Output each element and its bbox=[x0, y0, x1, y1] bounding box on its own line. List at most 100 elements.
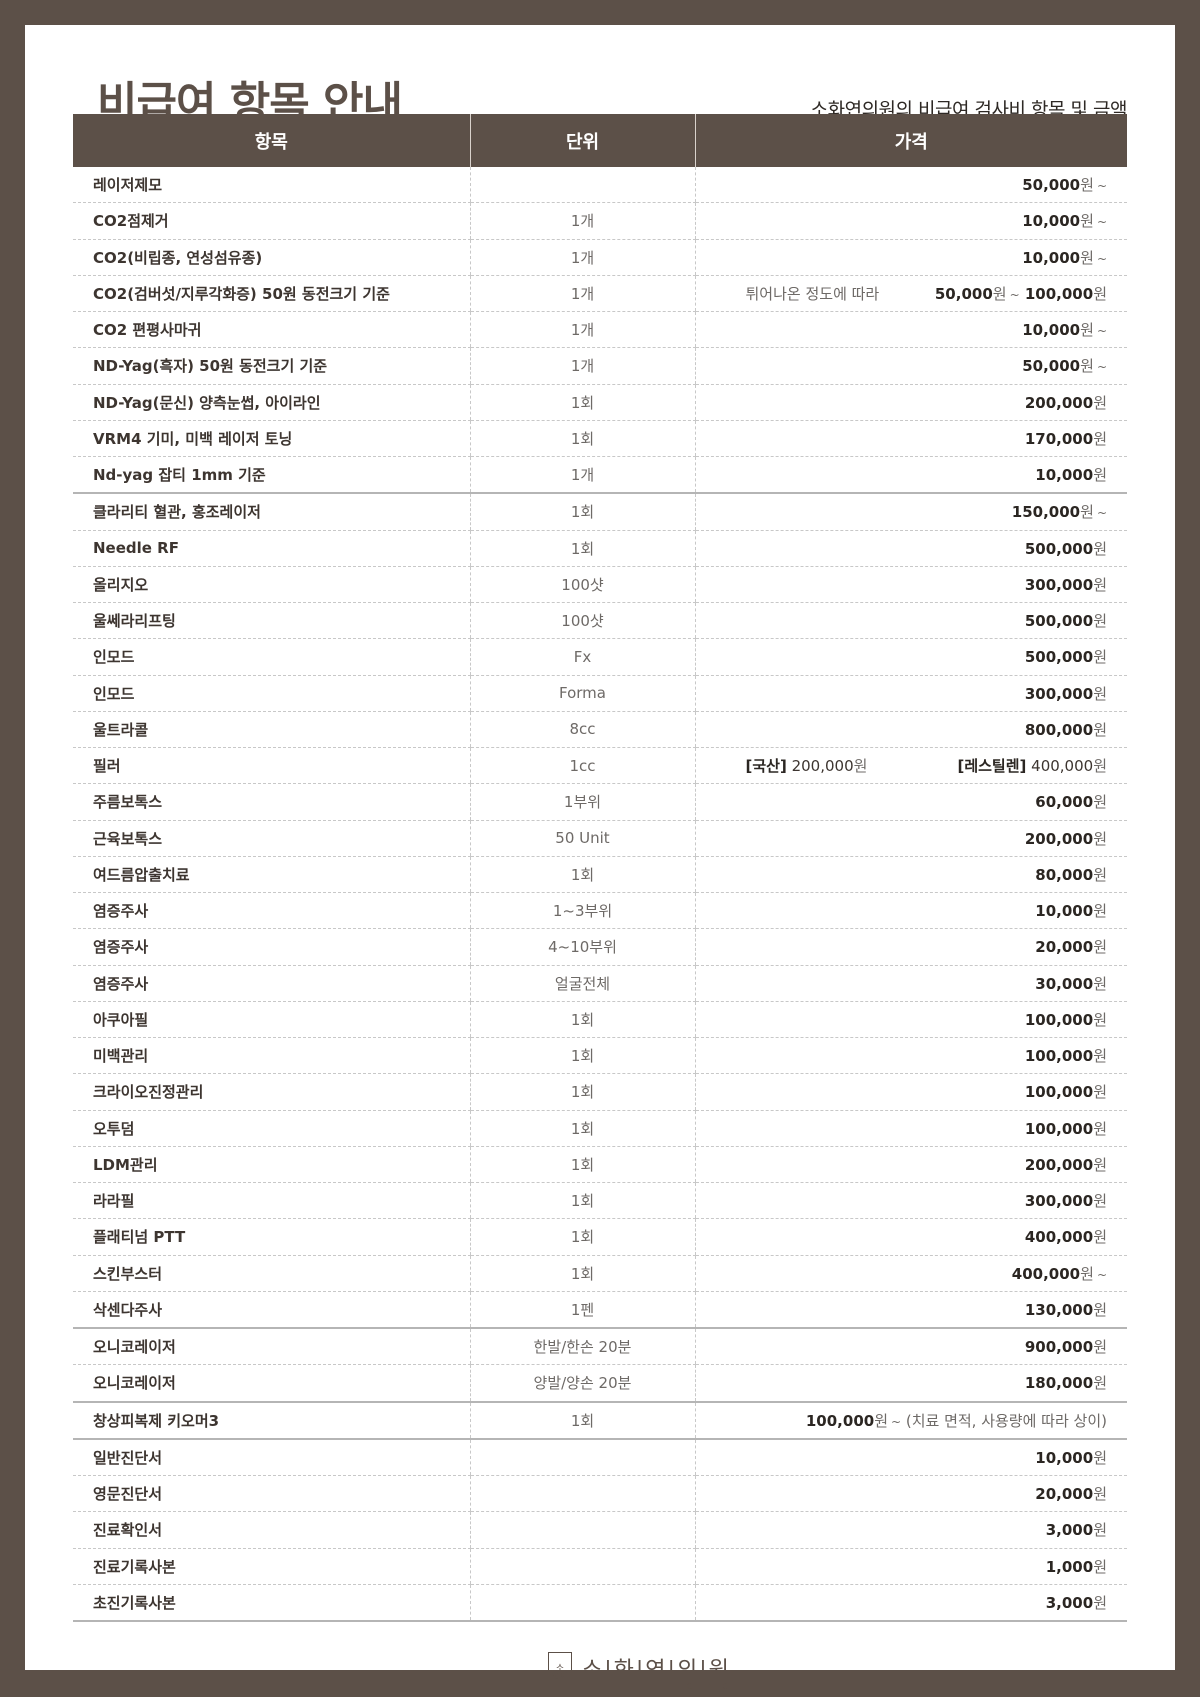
item-unit: 양발/양손 20분 bbox=[469, 1364, 695, 1403]
price-text: 원 bbox=[1093, 284, 1107, 303]
table-row: Nd-yag 잡티 1mm 기준 1개 10,000원 bbox=[73, 456, 1127, 495]
price-wrapper: 튀어나온 정도에 따라 50,000원 ~ 100,000원 bbox=[696, 283, 1108, 304]
price-amount: 500,000 bbox=[1024, 648, 1094, 667]
item-unit: 1회 bbox=[469, 1401, 695, 1440]
price-right: 500,000원 bbox=[1025, 646, 1107, 667]
price-amount: 200,000 bbox=[1024, 829, 1094, 848]
price-text: 원 bbox=[1093, 1557, 1107, 1576]
table-row: 창상피복제 키오머3 1회 100,000원 ~ (치료 면적, 사용량에 따라 상이… bbox=[73, 1401, 1127, 1440]
table-row: 스킨부스터 1회 400,000원 ~ bbox=[73, 1255, 1127, 1292]
price-amount: 50,000 bbox=[934, 284, 993, 303]
item-name: 염증주사 bbox=[73, 892, 470, 930]
price-text: 원 bbox=[1093, 720, 1107, 739]
price-wrapper: 100,000원 bbox=[696, 1081, 1107, 1102]
price-tilde: ~ bbox=[891, 1414, 902, 1429]
price-text: 원 bbox=[1093, 974, 1107, 993]
item-price: 3,000원 bbox=[694, 1584, 1127, 1622]
item-name: Needle RF bbox=[73, 530, 470, 567]
item-price: 100,000원 bbox=[694, 1073, 1127, 1111]
price-value: 400,000 bbox=[1026, 757, 1094, 776]
price-right: 10,000원 bbox=[1035, 464, 1107, 485]
price-wrapper: 100,000원 ~ (치료 면적, 사용량에 따라 상이) bbox=[696, 1410, 1107, 1431]
price-text: 원 bbox=[1080, 503, 1094, 522]
table-row: 인모드 Forma 300,000원 bbox=[73, 675, 1127, 712]
price-wrapper: 900,000원 bbox=[696, 1336, 1107, 1357]
item-unit: 8cc bbox=[469, 711, 695, 749]
table-row: VRM4 기미, 미백 레이저 토닝 1회 170,000원 bbox=[73, 420, 1127, 458]
price-right: 3,000원 bbox=[1046, 1592, 1107, 1613]
price-amount: 50,000 bbox=[1022, 357, 1081, 376]
price-wrapper: 300,000원 bbox=[696, 683, 1107, 704]
item-unit: Fx bbox=[469, 638, 695, 676]
table-row: 염증주사 1~3부위 10,000원 bbox=[73, 892, 1127, 930]
item-price: 60,000원 bbox=[694, 783, 1127, 821]
item-price: 400,000원 ~ bbox=[694, 1255, 1127, 1292]
price-text: 원 bbox=[1093, 1521, 1107, 1540]
item-price: 10,000원 bbox=[694, 456, 1127, 495]
item-price: 20,000원 bbox=[694, 928, 1127, 966]
table-row: 근육보톡스 50 Unit 200,000원 bbox=[73, 820, 1127, 857]
item-name: 염증주사 bbox=[73, 928, 470, 966]
table-row: 진료기록사본 1,000원 bbox=[73, 1548, 1127, 1585]
price-right: 100,000원 bbox=[1025, 1081, 1107, 1102]
price-text: 원 bbox=[1093, 1593, 1107, 1612]
price-text: 원 bbox=[992, 284, 1007, 303]
item-name: 주름보톡스 bbox=[73, 783, 470, 821]
price-amount: 150,000 bbox=[1011, 503, 1081, 522]
item-name: 일반진단서 bbox=[73, 1438, 470, 1476]
table-header: 항목 단위 가격 bbox=[73, 114, 1127, 167]
price-amount: 10,000 bbox=[1035, 902, 1094, 921]
price-amount: 10,000 bbox=[1035, 466, 1094, 485]
price-amount: 300,000 bbox=[1024, 1192, 1094, 1211]
logo-mark-icon: 소 화연 bbox=[548, 1652, 572, 1686]
price-amount: [국산] bbox=[745, 757, 787, 776]
price-value: 200,000 bbox=[786, 757, 854, 776]
price-right: 10,000원 ~ bbox=[1022, 210, 1107, 231]
table-row: 오니코레이저 양발/양손 20분 180,000원 bbox=[73, 1364, 1127, 1403]
item-name: 울쎄라리프팅 bbox=[73, 602, 470, 640]
price-wrapper: 10,000원 bbox=[696, 1447, 1107, 1468]
item-name: 영문진단서 bbox=[73, 1475, 470, 1513]
price-wrapper: 3,000원 bbox=[696, 1519, 1107, 1540]
price-wrapper: 20,000원 bbox=[696, 936, 1107, 957]
price-wrapper: 300,000원 bbox=[696, 1190, 1107, 1211]
price-text: 원 bbox=[1093, 1485, 1107, 1504]
item-unit: 1회 bbox=[469, 1182, 695, 1220]
price-text: 원 bbox=[1080, 248, 1094, 267]
price-right: 100,000원 bbox=[1025, 1045, 1107, 1066]
price-right: 50,000원 ~ bbox=[1022, 355, 1107, 376]
table-row: ND-Yag(문신) 양측눈썹, 아이라인 1회 200,000원 bbox=[73, 384, 1127, 421]
table-row: LDM관리 1회 200,000원 bbox=[73, 1146, 1127, 1184]
item-unit: 얼굴전체 bbox=[469, 965, 695, 1002]
price-text: 원 bbox=[1080, 357, 1094, 376]
price-tilde: ~ bbox=[1096, 251, 1107, 266]
price-right: 150,000원 ~ bbox=[1012, 501, 1107, 522]
item-price: 500,000원 bbox=[694, 530, 1127, 567]
price-tilde: ~ bbox=[1096, 1267, 1107, 1282]
table-row: CO2(비립종, 연성섬유종) 1개 10,000원 ~ bbox=[73, 239, 1127, 276]
item-name: 레이저제모 bbox=[73, 167, 470, 204]
table-row: 진료확인서 3,000원 bbox=[73, 1511, 1127, 1549]
item-unit: 50 Unit bbox=[469, 820, 695, 857]
price-right: 200,000원 bbox=[1025, 1154, 1107, 1175]
price-wrapper: 10,000원 ~ bbox=[696, 210, 1107, 231]
logo-name: 소|화|연|의|원 bbox=[582, 1658, 731, 1683]
price-amount: 180,000 bbox=[1024, 1374, 1094, 1393]
item-name: 여드름압출치료 bbox=[73, 856, 470, 894]
item-name: 오니코레이저 bbox=[73, 1364, 470, 1403]
price-text: 튀어나온 정도에 따라 bbox=[745, 284, 880, 303]
price-text: 원 bbox=[853, 757, 868, 776]
price-table: 항목 단위 가격 레이저제모 50,000원 ~ CO2점제거 1개 10,000원 ~ CO… bbox=[73, 114, 1127, 1622]
price-amount: 10,000 bbox=[1022, 248, 1081, 267]
price-wrapper: 200,000원 bbox=[696, 1154, 1107, 1175]
price-amount: 60,000 bbox=[1035, 793, 1094, 812]
item-price: 10,000원 ~ bbox=[694, 311, 1127, 349]
item-price: 3,000원 bbox=[694, 1511, 1127, 1549]
item-price: 10,000원 ~ bbox=[694, 202, 1127, 240]
item-price: 100,000원 ~ (치료 면적, 사용량에 따라 상이) bbox=[694, 1401, 1127, 1440]
item-unit: 1회 bbox=[469, 856, 695, 894]
item-price: 10,000원 ~ bbox=[694, 239, 1127, 276]
price-text: 원 bbox=[1093, 1448, 1107, 1467]
table-row: 플래티넘 PTT 1회 400,000원 bbox=[73, 1218, 1127, 1256]
table-row: 크라이오진정관리 1회 100,000원 bbox=[73, 1073, 1127, 1111]
